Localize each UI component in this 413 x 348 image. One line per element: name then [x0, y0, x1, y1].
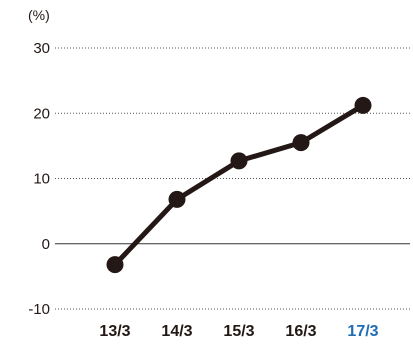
data-point: [230, 152, 248, 170]
data-point: [354, 96, 372, 114]
grid-layer: [55, 47, 410, 310]
series-layer: [106, 96, 372, 274]
data-point: [168, 190, 186, 208]
x-tick-label: 16/3: [285, 323, 316, 340]
x-tick-label: 15/3: [223, 323, 254, 340]
x-tick-label: 17/3: [347, 323, 378, 340]
y-axis-ticks: 30 20 10 0 -10: [28, 40, 50, 318]
y-tick-label: 20: [33, 105, 50, 122]
y-tick-label: 30: [33, 40, 50, 57]
y-unit-label: (%): [28, 7, 50, 23]
data-point: [106, 256, 124, 274]
x-tick-label: 14/3: [161, 323, 192, 340]
y-tick-label: 0: [42, 236, 50, 253]
series-line: [113, 103, 365, 267]
y-tick-label: 10: [33, 171, 50, 188]
x-axis-ticks: 13/3 14/3 15/3 16/3 17/3: [99, 323, 378, 340]
x-tick-label: 13/3: [99, 323, 130, 340]
y-tick-label: -10: [28, 301, 50, 318]
data-point: [292, 134, 310, 152]
